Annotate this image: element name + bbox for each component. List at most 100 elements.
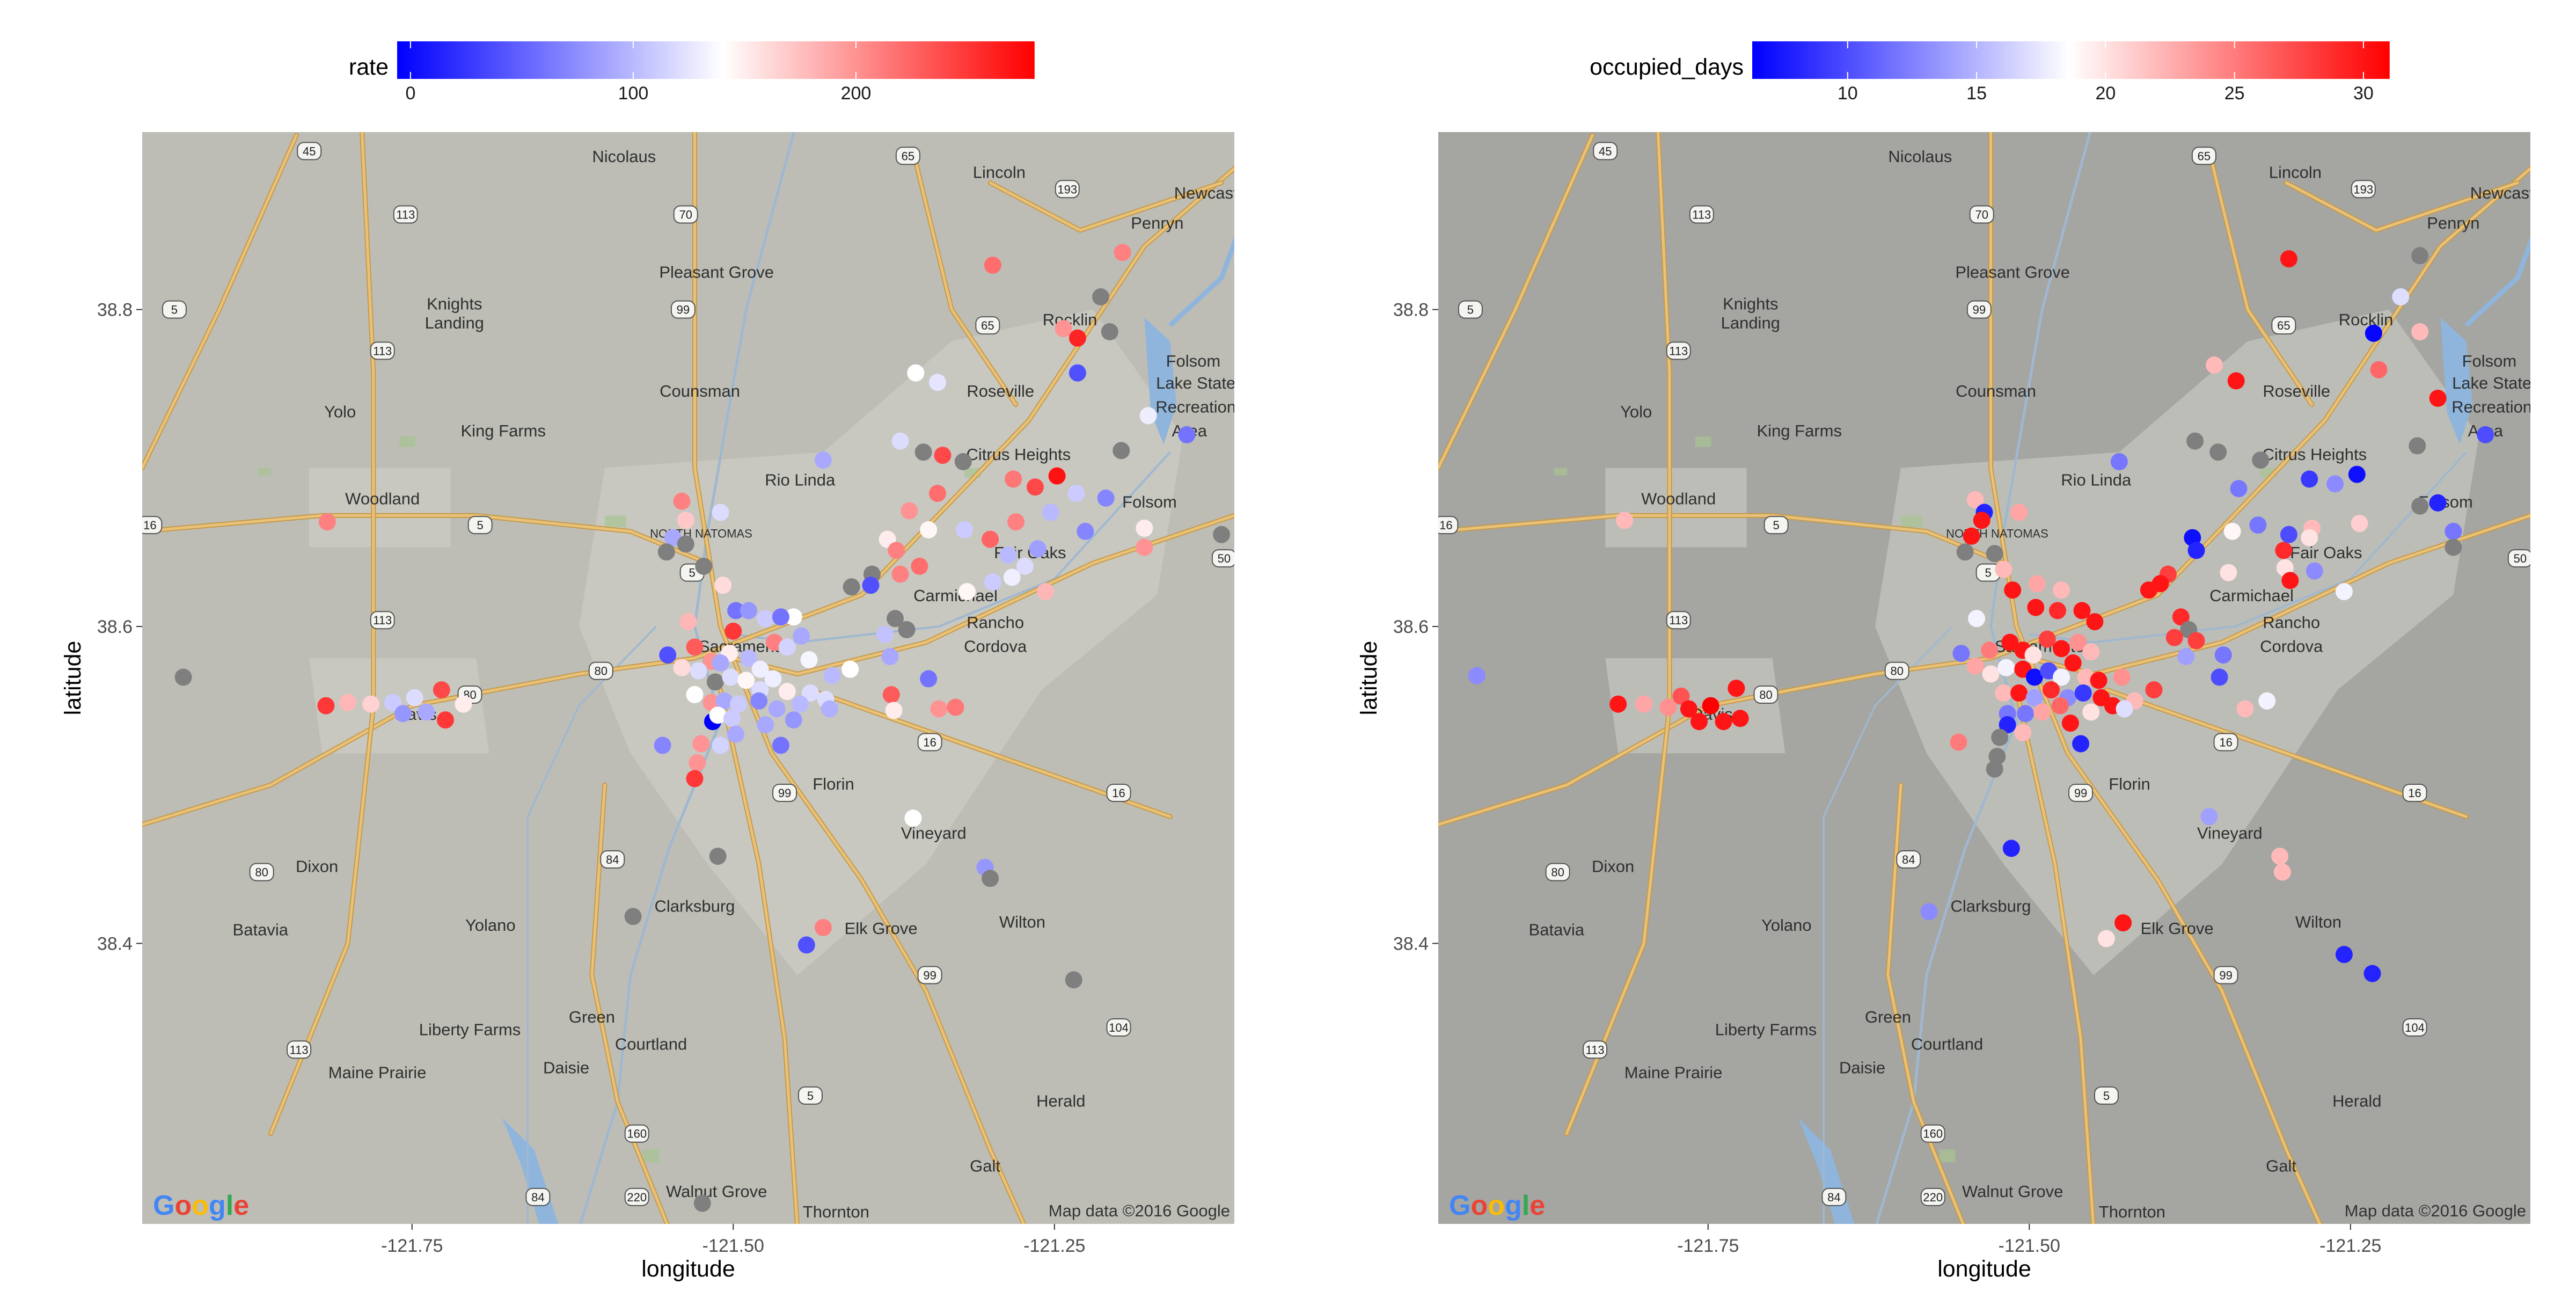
colorbar-title: rate <box>349 54 389 80</box>
data-point <box>2230 480 2248 498</box>
map-place-label: Fair Oaks <box>2290 543 2362 562</box>
colorbar-segment <box>2323 41 2326 79</box>
route-shield-label: 104 <box>2405 1021 2425 1034</box>
colorbar-segment <box>976 41 979 79</box>
route-shield-label: 160 <box>627 1127 647 1141</box>
data-point <box>695 557 713 575</box>
route-shield-label: 113 <box>1669 344 1688 358</box>
colorbar-segment <box>668 41 671 79</box>
colorbar-segment <box>1858 41 1862 79</box>
data-point <box>2351 515 2368 533</box>
data-point <box>904 809 922 827</box>
colorbar-segment <box>1885 41 1889 79</box>
colorbar-segment <box>1029 41 1032 79</box>
data-point <box>1026 478 1044 496</box>
colorbar-tick-label: 100 <box>618 83 649 104</box>
colorbar-segment <box>2206 41 2209 79</box>
data-point <box>814 919 832 936</box>
map-place-label: Yolo <box>324 402 356 421</box>
svg-text:Google: Google <box>153 1190 249 1221</box>
data-point <box>888 542 905 559</box>
colorbar-segment <box>2020 41 2024 79</box>
colorbar-segment <box>914 41 918 79</box>
route-shield <box>2213 733 2238 752</box>
colorbar-segment <box>673 41 677 79</box>
data-point <box>901 502 918 520</box>
map-place-label: Citrus Heights <box>2262 445 2367 464</box>
colorbar-segment <box>864 41 868 79</box>
colorbar-segment <box>2145 41 2148 79</box>
route-shield <box>624 1124 649 1143</box>
colorbar-segment <box>493 41 496 79</box>
map-place-label: Landing <box>425 313 484 332</box>
data-point <box>1966 491 1984 508</box>
route-shield-label: 70 <box>1975 208 1988 222</box>
data-point <box>722 668 740 686</box>
colorbar-segment <box>830 41 833 79</box>
colorbar-segment <box>2166 41 2170 79</box>
colorbar-segment <box>1914 41 1918 79</box>
colorbar-segment <box>1877 41 1880 79</box>
colorbar-segment <box>2054 41 2058 79</box>
map-place-label: Herald <box>2332 1092 2381 1111</box>
map-place-label: Liberty Farms <box>419 1020 521 1039</box>
colorbar-segment <box>819 41 823 79</box>
route-shield <box>1821 1187 1847 1206</box>
colorbar-segment <box>2107 41 2111 79</box>
map-place-label: Cordova <box>964 637 1027 655</box>
route-shield-label: 5 <box>1773 519 1780 532</box>
colorbar-segment <box>2320 41 2324 79</box>
data-point <box>876 625 894 643</box>
data-point <box>2038 630 2056 648</box>
colorbar-segment <box>418 41 422 79</box>
colorbar-segment <box>1999 41 2002 79</box>
data-point <box>891 565 909 583</box>
colorbar-segment <box>1871 41 1875 79</box>
data-point <box>1250 478 1268 495</box>
colorbar-segment <box>896 41 899 79</box>
colorbar-segment <box>697 41 700 79</box>
colorbar-segment <box>415 41 419 79</box>
colorbar-segment <box>814 41 817 79</box>
colorbar-segment <box>426 41 430 79</box>
colorbar-segment <box>702 41 706 79</box>
colorbar-segment <box>1938 41 1941 79</box>
data-point <box>785 711 802 729</box>
colorbar-segment <box>670 41 674 79</box>
colorbar-segment <box>490 41 493 79</box>
colorbar-segment <box>2245 41 2249 79</box>
route-shield <box>975 316 1000 335</box>
colorbar-segment <box>1890 41 1893 79</box>
color-legend: 10 15 20 25 30 occupied_days <box>1590 41 2390 104</box>
colorbar-segment <box>410 41 414 79</box>
colorbar-segment <box>2012 41 2016 79</box>
route-shield <box>1763 516 1789 535</box>
data-point <box>929 374 946 391</box>
colorbar-segment <box>2214 41 2218 79</box>
route-shield <box>1458 300 1483 319</box>
data-point <box>712 654 729 672</box>
colorbar-segment <box>681 41 684 79</box>
route-shield <box>1583 1040 1608 1059</box>
data-point <box>702 694 720 711</box>
map-place-label: Elk Grove <box>2141 919 2214 938</box>
colorbar-segment <box>402 41 406 79</box>
colorbar-segment <box>1757 41 1761 79</box>
colorbar-segment <box>1795 41 1798 79</box>
colorbar-segment <box>2105 41 2109 79</box>
route-shield-label: 5 <box>689 566 696 580</box>
data-point <box>2053 668 2070 686</box>
colorbar-segment <box>752 41 756 79</box>
colorbar-segment <box>1906 41 1909 79</box>
colorbar-segment <box>2182 41 2185 79</box>
map-place-label: Walnut Grove <box>666 1182 767 1201</box>
map-place-label: Carmichael <box>2209 586 2294 605</box>
colorbar-segment <box>586 41 589 79</box>
data-point <box>677 535 694 553</box>
colorbar-tick-label: 0 <box>405 83 415 104</box>
data-point <box>1702 697 1719 714</box>
colorbar-segment <box>577 41 581 79</box>
colorbar-segment <box>2283 41 2286 79</box>
data-point <box>1178 426 1196 443</box>
colorbar-segment <box>654 41 658 79</box>
